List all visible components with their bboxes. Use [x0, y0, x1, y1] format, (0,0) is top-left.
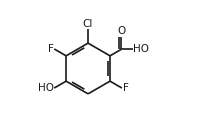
Text: O: O	[118, 26, 126, 36]
Text: HO: HO	[38, 83, 54, 93]
Text: F: F	[122, 83, 129, 93]
Text: Cl: Cl	[83, 19, 93, 29]
Text: F: F	[48, 44, 54, 54]
Text: HO: HO	[134, 44, 149, 54]
